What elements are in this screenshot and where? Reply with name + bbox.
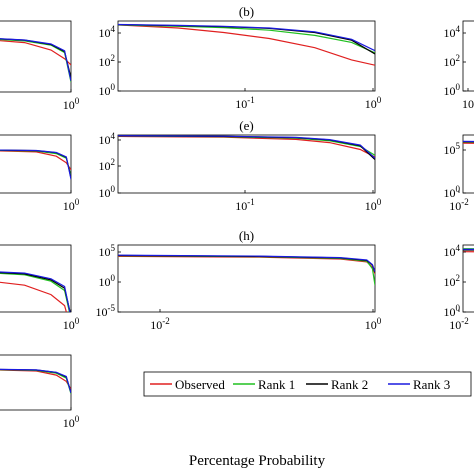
x-tick-label: 100 — [365, 316, 382, 332]
x-tick-label: 100 — [63, 197, 80, 213]
panel-frame — [117, 134, 376, 194]
panel-frame — [117, 20, 376, 92]
panel-d-left-mid: 100 — [0, 134, 80, 213]
x-tick-label: 10-2 — [449, 316, 469, 332]
series-line-rank-1 — [118, 255, 375, 286]
series-group — [0, 368, 71, 394]
series-group — [118, 135, 375, 161]
y-tick-label: 10-5 — [96, 303, 116, 319]
panel-frame — [117, 244, 376, 313]
series-line-rank-3 — [0, 149, 71, 180]
series-group — [118, 23, 375, 66]
series-group — [0, 38, 71, 83]
series-line-observed — [463, 142, 474, 144]
panel-frame — [462, 244, 474, 313]
series-line-rank-3 — [0, 38, 71, 82]
panel-frame — [0, 134, 72, 194]
x-tick-label: 10-1 — [235, 95, 255, 111]
legend-label: Rank 3 — [413, 377, 450, 392]
panel-h: 10-2 100 10-5 100 105 (h) — [96, 228, 382, 332]
y-tick-label: 100 — [99, 184, 116, 200]
x-tick-label: 10-2 — [449, 197, 469, 213]
y-tick-label: 102 — [444, 53, 461, 69]
series-line-observed — [118, 24, 375, 66]
y-tick-label: 105 — [99, 243, 116, 259]
series-line-rank-1 — [0, 38, 71, 83]
panel-frame — [0, 20, 72, 93]
series-line-rank-1 — [0, 369, 71, 394]
panel-e: 10-1 100 100 102 104 (e) — [99, 118, 382, 213]
y-tick-label: 100 — [444, 82, 461, 98]
series-group — [0, 149, 71, 180]
legend-label: Observed — [175, 377, 225, 392]
series-line-rank-3 — [0, 368, 71, 394]
y-tick-label: 102 — [99, 157, 116, 173]
x-axis-label: Percentage Probability — [189, 453, 326, 469]
panel-frame — [462, 134, 474, 194]
x-tick-label: 10-2 — [150, 316, 170, 332]
panel-a-left-top: 100 — [0, 20, 80, 112]
panel-title: (h) — [239, 228, 254, 243]
y-tick-label: 102 — [99, 53, 116, 69]
y-tick-label: 100 — [99, 82, 116, 98]
panel-frame — [0, 354, 72, 411]
panel-title: (e) — [239, 118, 253, 133]
y-tick-label: 100 — [444, 184, 461, 200]
panel-j-left-bottom: 100 — [0, 354, 80, 430]
series-line-observed — [118, 135, 375, 158]
y-tick-label: 102 — [444, 273, 461, 289]
panel-title: (b) — [239, 4, 254, 19]
y-tick-label: 105 — [444, 141, 461, 157]
x-tick-label: 100 — [63, 96, 80, 112]
y-tick-label: 104 — [444, 24, 461, 40]
series-line-observed — [0, 150, 71, 171]
x-tick-label: 10-1 — [235, 197, 255, 213]
series-line-rank-1 — [118, 24, 375, 54]
panel-frame — [462, 20, 474, 92]
panel-frame — [0, 244, 72, 313]
series-line-observed — [0, 281, 67, 312]
y-tick-label: 104 — [99, 131, 116, 147]
legend: Observed Rank 1 Rank 2 Rank 3 — [143, 371, 472, 397]
series-group — [118, 254, 375, 286]
y-tick-label: 100 — [444, 303, 461, 319]
series-line-rank-2 — [0, 38, 71, 78]
y-tick-label: 104 — [444, 243, 461, 259]
x-tick-label: 100 — [365, 197, 382, 213]
series-line-rank-3 — [463, 140, 474, 143]
y-tick-label: 104 — [99, 24, 116, 40]
series-group — [463, 248, 474, 253]
series-group — [0, 271, 71, 312]
x-tick-label: 100 — [63, 316, 80, 332]
panel-b: 10-1 100 100 102 104 (b) — [99, 4, 382, 111]
x-tick-label: 10 — [462, 97, 474, 111]
legend-label: Rank 1 — [258, 377, 295, 392]
series-group — [463, 140, 474, 144]
panel-g-left-low: 100 — [0, 244, 80, 332]
series-line-rank-3 — [118, 135, 375, 159]
series-line-rank-3 — [118, 23, 375, 52]
series-line-observed — [118, 255, 375, 275]
series-line-observed — [0, 369, 71, 390]
legend-label: Rank 2 — [331, 377, 368, 392]
x-tick-label: 100 — [63, 414, 80, 430]
series-line-rank-1 — [118, 135, 375, 156]
series-line-rank-3 — [118, 254, 375, 273]
series-line-rank-3 — [0, 271, 71, 312]
series-line-rank-2 — [118, 135, 375, 161]
series-line-rank-2 — [0, 368, 71, 393]
x-tick-label: 100 — [365, 95, 382, 111]
y-tick-label: 100 — [99, 273, 116, 289]
